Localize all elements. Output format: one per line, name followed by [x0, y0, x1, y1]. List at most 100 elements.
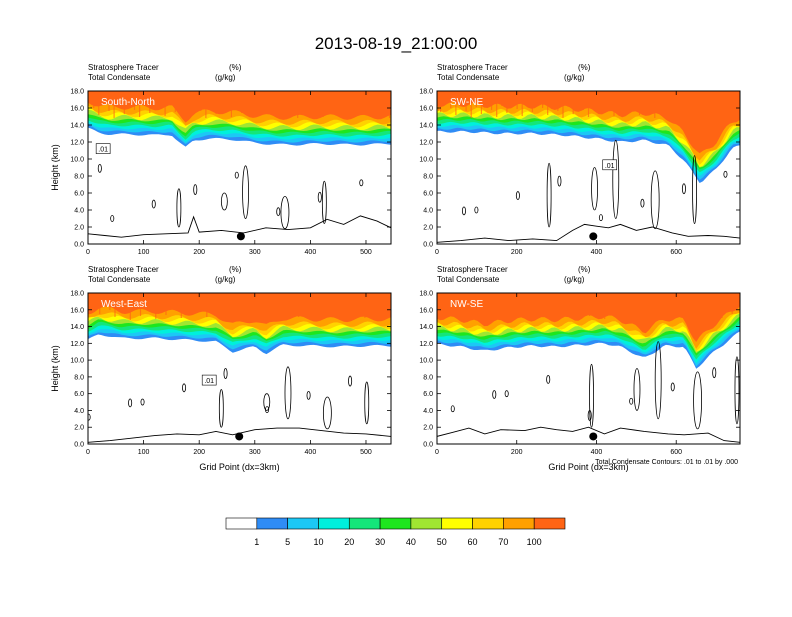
tracer-streak — [577, 91, 579, 103]
condensate-contour — [492, 390, 497, 399]
tracer-streak — [720, 91, 722, 101]
tracer-streak — [644, 293, 647, 303]
tracer-streak — [705, 91, 707, 116]
condensate-contour — [242, 165, 249, 219]
x-tick-label: 600 — [670, 449, 682, 456]
tracer-streak — [160, 293, 162, 308]
y-tick-label: 16.0 — [70, 106, 84, 113]
condensate-contour — [110, 215, 115, 222]
tracer-streak — [119, 293, 121, 306]
tracer-streak — [215, 91, 217, 114]
axes-frame — [436, 292, 741, 445]
tracer-streak — [716, 293, 718, 311]
tracer-streak — [169, 91, 171, 105]
legend-right-2: (g/kg) — [564, 73, 585, 82]
tracer-streak — [128, 91, 130, 103]
condensate-contour — [612, 139, 620, 219]
terrain-line — [88, 427, 391, 443]
axes-frame — [436, 90, 741, 245]
y-tick-label: 16.0 — [419, 307, 433, 314]
tracer-streak — [287, 293, 289, 303]
x-tick-label: 0 — [435, 249, 439, 256]
y-tick-label: 14.0 — [419, 123, 433, 130]
tracer-streak — [246, 91, 248, 102]
tracer-streak — [104, 293, 106, 303]
tracer-streak — [526, 91, 528, 105]
tracer-streak — [633, 91, 635, 108]
tracer-streak — [695, 293, 698, 319]
tracer-streak — [598, 91, 600, 113]
tracer-streak — [179, 91, 181, 101]
tracer-streak — [266, 91, 268, 112]
panel-label: SW-NE — [450, 97, 483, 108]
tracer-streak — [730, 91, 732, 115]
tracer-streak — [337, 91, 340, 102]
tracer-streak — [206, 293, 208, 317]
tracer-streak — [313, 293, 315, 320]
tracer-streak — [389, 293, 391, 317]
tracer-streak — [190, 91, 192, 115]
tracer-streak — [378, 91, 380, 104]
contour-label: .01 — [98, 147, 108, 154]
tracer-streak — [659, 91, 661, 107]
tracer-streak — [261, 91, 263, 105]
x-tick-label: 200 — [193, 249, 205, 256]
tracer-streak — [200, 91, 202, 111]
y-tick-label: 2.0 — [74, 425, 84, 432]
tracer-streak — [548, 293, 550, 314]
y-tick-label: 8.0 — [74, 174, 84, 181]
tracer-streak — [593, 293, 596, 305]
y-tick-label: 4.0 — [74, 408, 84, 415]
tracer-streak — [332, 91, 334, 113]
condensate-contour — [359, 179, 364, 187]
tracer-streak — [231, 293, 233, 316]
tracer-streak — [710, 91, 712, 105]
x-tick-label: 500 — [360, 449, 372, 456]
condensate-contour — [515, 191, 520, 200]
tracer-streak — [456, 293, 458, 314]
tracer-streak — [190, 293, 193, 314]
legend-left-2: Total Condensate — [88, 73, 151, 82]
y-tick-label: 18.0 — [70, 89, 84, 96]
tracer-streak — [241, 293, 244, 312]
condensate-contour — [263, 393, 271, 411]
condensate-contour — [504, 390, 509, 398]
tracer-streak — [317, 91, 319, 110]
y-tick-label: 16.0 — [70, 307, 84, 314]
tracer-streak — [251, 91, 253, 109]
location-marker — [236, 232, 245, 241]
y-tick-label: 2.0 — [423, 225, 433, 232]
tracer-streak — [507, 293, 509, 312]
x-tick-label: 200 — [511, 449, 523, 456]
tracer-streak — [272, 293, 274, 318]
condensate-contour — [693, 371, 702, 430]
tracer-streak — [512, 293, 514, 319]
y-tick-label: 6.0 — [423, 391, 433, 398]
tracer-streak — [613, 91, 615, 116]
y-tick-label: 6.0 — [423, 191, 433, 198]
x-tick-label: 500 — [360, 249, 372, 256]
y-tick-label: 12.0 — [70, 140, 84, 147]
y-axis-title: Height (km) — [50, 345, 60, 392]
y-tick-label: 2.0 — [423, 425, 433, 432]
tracer-streak — [481, 293, 483, 313]
tracer-streak — [226, 293, 228, 309]
tracer-streak — [451, 293, 453, 307]
tracer-streak — [511, 91, 513, 102]
colorbar-label: 60 — [468, 537, 478, 547]
tracer-streak — [537, 293, 539, 318]
tracer-streak — [536, 91, 539, 101]
tracer-streak — [563, 293, 565, 317]
tracer-streak — [98, 91, 100, 115]
tracer-streak — [567, 91, 569, 107]
tracer-streak — [150, 293, 152, 312]
tracer-streak — [573, 293, 575, 313]
condensate-contour — [176, 188, 182, 228]
condensate-contour — [182, 383, 187, 393]
y-tick-label: 16.0 — [419, 106, 433, 113]
tracer-streak — [328, 293, 330, 305]
tracer-streak — [292, 293, 295, 310]
tracer-streak — [247, 293, 249, 319]
tracer-streak — [437, 91, 440, 111]
